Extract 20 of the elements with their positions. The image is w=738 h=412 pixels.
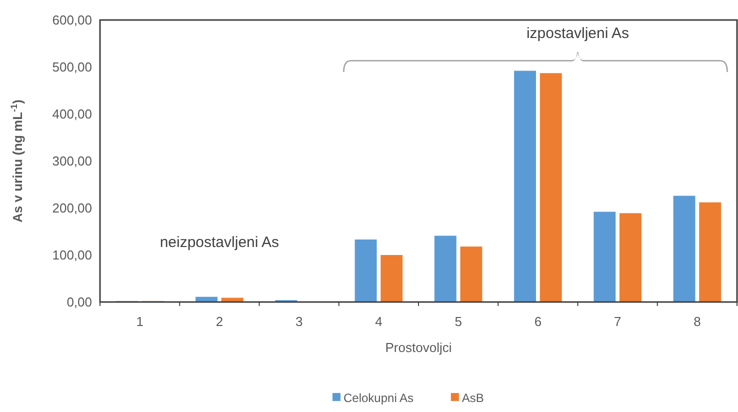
x-tick-label: 3 [295, 314, 303, 329]
x-tick-label: 5 [454, 314, 462, 329]
x-axis-title: Prostovoljci [385, 340, 452, 355]
y-tick-label: 400,00 [52, 106, 92, 122]
annotation: izpostavljeni As [526, 25, 630, 42]
y-tick-label: 0,00 [66, 294, 92, 310]
legend-label: Celokupni As [344, 391, 414, 406]
x-tick-label: 1 [136, 314, 144, 329]
x-tick-label: 8 [694, 314, 701, 329]
y-tick-label: 300,00 [52, 154, 92, 169]
y-tick-label: 600,00 [52, 12, 92, 28]
legend-label: AsB [462, 391, 484, 406]
y-tick-label: 200,00 [52, 200, 92, 216]
y-tick-label: 100,00 [52, 248, 92, 263]
y-tick-label: 500,00 [52, 60, 92, 75]
x-tick-label: 6 [534, 314, 542, 329]
x-tick-label: 2 [216, 314, 224, 329]
annotation: neizpostavljeni As [160, 234, 280, 251]
x-tick-label: 7 [614, 314, 622, 329]
x-tick-label: 4 [375, 314, 382, 329]
